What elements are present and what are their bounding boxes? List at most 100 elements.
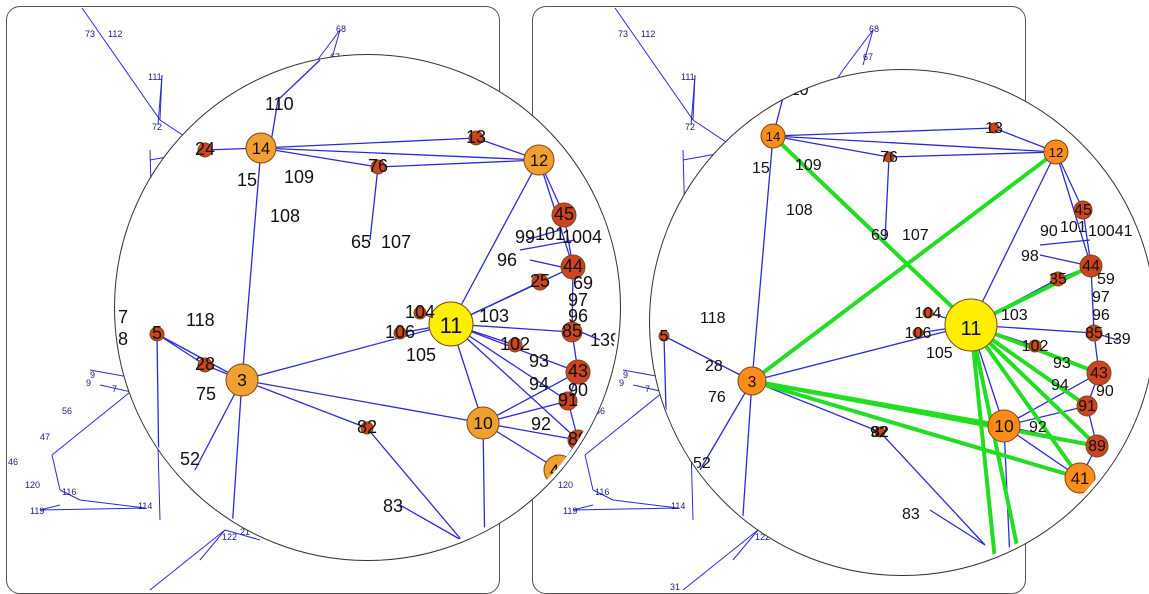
graph-edge	[773, 128, 994, 136]
graph-edge	[880, 432, 985, 545]
node-label: 98	[1021, 248, 1039, 265]
node-label: 59	[1097, 271, 1115, 288]
node-label: 118	[186, 310, 215, 330]
node-label: 107	[902, 227, 929, 244]
node-label: 10	[994, 416, 1014, 436]
node-label: 45	[1074, 202, 1092, 219]
node-label: 90	[1096, 383, 1114, 400]
node-label: 93	[1053, 355, 1071, 372]
node-label: 104	[915, 305, 942, 322]
node-label: 25	[530, 271, 550, 291]
node-label: 12	[1049, 145, 1064, 160]
node-label: 3	[237, 370, 247, 390]
node-label: 96	[497, 250, 517, 270]
magnified-view-left: 1114123104145442513762452810410610243918…	[118, 60, 620, 560]
node-label: 93	[529, 351, 549, 371]
graph-edge	[261, 138, 476, 148]
node-label: 35	[1049, 271, 1067, 288]
node-label: 104	[405, 302, 435, 322]
node-label: 89	[568, 429, 588, 449]
node-label: 92	[531, 414, 551, 434]
node-label: 69	[871, 227, 889, 244]
node-label: 110	[265, 94, 294, 114]
node-label: 76	[708, 389, 726, 406]
graph-edge	[242, 380, 367, 428]
highlighted-edge	[752, 381, 1097, 446]
node-label: 43	[568, 361, 588, 381]
node-label: 96	[568, 306, 588, 326]
node-label: 82	[357, 417, 377, 437]
node-label: 3	[748, 374, 757, 391]
node-label: 83	[902, 506, 920, 523]
node-label: 99	[515, 227, 535, 247]
graph-edge	[1040, 240, 1090, 245]
node-label: 76	[368, 156, 388, 176]
node-41[interactable]	[544, 455, 574, 485]
node-label: 101	[535, 224, 565, 244]
node-label: 89	[1088, 438, 1106, 455]
node-label: 108	[786, 202, 813, 219]
node-label: 41	[550, 462, 568, 480]
node-label: 90	[1040, 223, 1058, 240]
node-label: 106	[385, 322, 415, 342]
graph-edge	[740, 381, 752, 560]
node-label: 7	[118, 307, 128, 327]
node-label: 52	[693, 455, 711, 472]
node-label: 106	[905, 325, 932, 342]
node-label: 90	[568, 380, 588, 400]
node-label: 105	[406, 345, 436, 365]
magnified-view-right: 11 14 12 3 10 41 45 44 35 43 91 89 85 102 13 76 104 106 82…	[659, 82, 1133, 560]
node-label: 107	[381, 232, 411, 252]
node-label: 103	[479, 306, 509, 326]
node-label: 108	[270, 206, 300, 226]
node-label: 14	[766, 129, 781, 144]
node-label: 109	[795, 157, 822, 174]
node-label: 5	[152, 323, 162, 343]
graph-edge	[400, 505, 470, 545]
graph-edge	[367, 428, 470, 550]
node-label: 11	[440, 313, 463, 338]
node-label: 94	[1051, 377, 1069, 394]
node-label: 109	[284, 167, 314, 187]
node-label: 139	[590, 330, 620, 350]
graph-edge	[230, 380, 242, 560]
graph-edge	[370, 167, 378, 240]
node-label: 102	[500, 334, 530, 354]
node-label: 105	[926, 345, 953, 362]
node-label: 8	[118, 329, 128, 349]
node-label: 43	[1090, 365, 1108, 382]
node-label: 15	[752, 160, 770, 177]
node-label: 14	[252, 140, 270, 158]
node-label: 94	[529, 374, 549, 394]
node-label: 75	[196, 384, 216, 404]
node-label: 96	[1092, 307, 1110, 324]
graph-edge	[664, 336, 670, 560]
node-label: 41	[1071, 470, 1089, 488]
node-label: 97	[1092, 289, 1110, 306]
node-label: 12	[530, 152, 548, 170]
graph-edge	[261, 148, 539, 160]
graph-edge	[483, 423, 485, 560]
highlighted-edge	[752, 152, 1056, 381]
graph-edge	[889, 152, 1056, 157]
node-label: 28	[705, 358, 723, 375]
node-label: 92	[870, 424, 888, 441]
node-label: 10	[473, 413, 493, 433]
node-label: 118	[700, 310, 726, 327]
graph-edge	[520, 470, 560, 560]
node-label: 24	[195, 139, 215, 159]
node-label: 110	[783, 82, 809, 99]
node-label: 28	[195, 354, 215, 374]
node-label: 101	[1060, 219, 1087, 236]
node-label: 92	[1029, 419, 1047, 436]
node-label: 103	[1001, 307, 1028, 324]
node-label: 65	[351, 232, 371, 252]
node-label: 139	[1104, 331, 1131, 348]
node-label: 45	[554, 204, 574, 224]
node-label: 91	[1078, 398, 1096, 415]
node-label: 85	[1085, 325, 1103, 342]
node-label: 11	[961, 318, 982, 340]
node-label: 13	[466, 127, 486, 147]
node-label: 13	[985, 120, 1003, 137]
